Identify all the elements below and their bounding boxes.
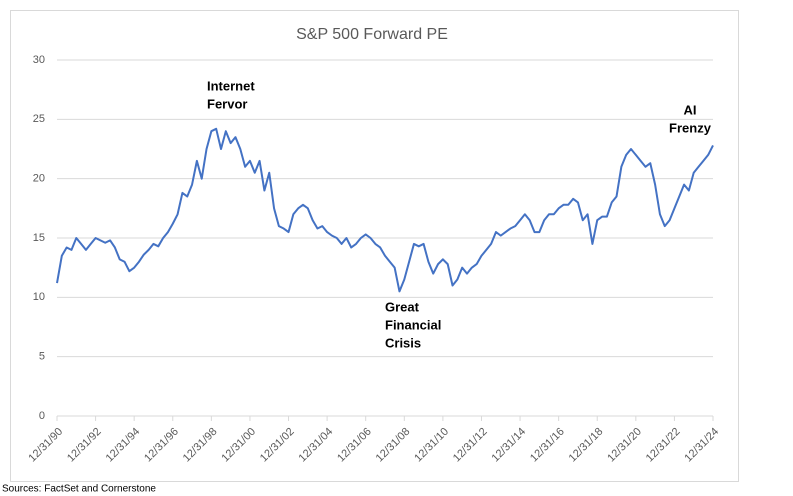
x-tick-label: 12/31/04: [297, 426, 336, 465]
x-tick-label: 12/31/20: [605, 426, 644, 465]
chart-border: [10, 10, 739, 482]
source-note: Sources: FactSet and Cornerstone: [2, 484, 156, 495]
x-tick-label: 12/31/14: [489, 426, 528, 465]
x-tick-label: 12/31/12: [451, 426, 490, 465]
x-tick-label: 12/31/16: [528, 426, 567, 465]
y-tick-label: 0: [39, 410, 45, 422]
y-tick-label: 5: [39, 351, 45, 363]
x-tick-label: 12/31/94: [104, 426, 143, 465]
data-line: [56, 127, 714, 293]
x-tick-label: 12/31/92: [65, 426, 104, 465]
y-tick-label: 10: [33, 291, 45, 303]
y-tick-label: 25: [33, 113, 45, 125]
annotation: Financial: [385, 317, 441, 332]
y-tick-label: 20: [33, 173, 45, 185]
annotation: Frenzy: [669, 120, 712, 135]
x-tick-label: 12/31/22: [644, 426, 683, 465]
x-tick-label: 12/31/02: [258, 426, 297, 465]
y-tick-label: 30: [33, 54, 45, 66]
x-tick-label: 12/31/06: [335, 426, 374, 465]
annotation: Great: [385, 299, 420, 314]
x-tick-label: 12/31/08: [374, 426, 413, 465]
x-tick-label: 12/31/10: [412, 426, 451, 465]
annotation: AI: [684, 102, 697, 117]
annotation: Internet: [207, 78, 255, 93]
x-tick-label: 12/31/90: [26, 426, 65, 465]
annotation: Crisis: [385, 335, 421, 350]
x-tick-label: 12/31/24: [682, 426, 721, 465]
chart-title: S&P 500 Forward PE: [296, 26, 448, 43]
x-tick-label: 12/31/18: [567, 426, 606, 465]
x-tick-label: 12/31/00: [219, 426, 258, 465]
y-tick-label: 15: [33, 232, 45, 244]
annotation: Fervor: [207, 96, 247, 111]
x-tick-label: 12/31/96: [142, 426, 181, 465]
x-tick-label: 12/31/98: [181, 426, 220, 465]
